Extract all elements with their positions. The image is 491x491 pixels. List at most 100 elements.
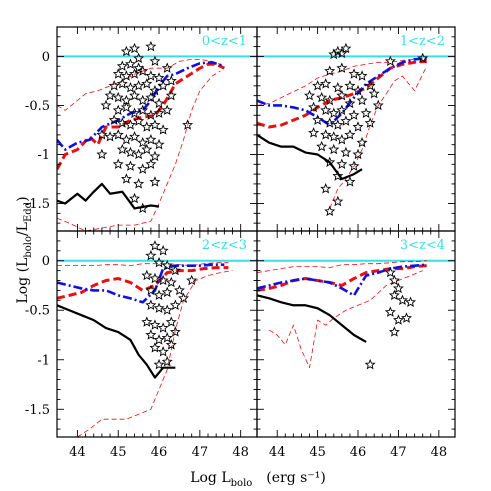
data-star <box>141 78 153 89</box>
data-star <box>137 104 149 116</box>
data-star <box>336 158 348 169</box>
y-tick-label: -1.5 <box>25 197 50 212</box>
data-star <box>332 82 344 93</box>
x-axis-title: Log Lbolo (erg s⁻¹) <box>190 470 326 489</box>
data-star <box>124 58 136 69</box>
panel-plot-area <box>57 240 257 437</box>
data-star <box>344 97 356 109</box>
data-star <box>308 127 320 138</box>
data-star <box>145 299 157 310</box>
panel-label: 2<z<3 <box>202 238 247 253</box>
data-star <box>124 119 136 130</box>
data-star <box>108 80 120 91</box>
data-star <box>149 150 161 162</box>
blue-dotdash-line <box>257 57 427 127</box>
data-star <box>96 129 108 140</box>
data-star <box>104 89 116 101</box>
data-star <box>149 342 161 353</box>
data-star <box>368 87 380 99</box>
chart-panels: 0<z<1 1<z<2 2<z<3 3<z<4 <box>56 26 456 438</box>
data-star <box>401 312 413 323</box>
red-thin-dashed-upper <box>57 262 229 267</box>
data-star <box>129 107 141 118</box>
data-star <box>324 65 336 76</box>
data-star <box>161 286 173 298</box>
data-star <box>124 160 136 171</box>
data-star <box>145 134 157 145</box>
data-star <box>388 274 400 286</box>
data-star <box>116 117 128 128</box>
data-star <box>141 316 153 327</box>
data-star <box>129 68 141 79</box>
data-star <box>149 272 161 284</box>
data-star <box>165 316 177 327</box>
data-star <box>153 97 165 109</box>
data-star <box>124 82 136 93</box>
data-star <box>312 80 324 91</box>
data-star <box>182 119 194 130</box>
panel-plot-area <box>257 42 455 217</box>
data-star <box>141 121 153 132</box>
x-axis-title-main: Log L <box>190 470 230 486</box>
data-star <box>112 104 124 116</box>
red-thin-dashed-upper <box>257 260 427 273</box>
x-tick-label: 47 <box>192 445 209 460</box>
x-tick-label: 48 <box>431 445 448 460</box>
red-thin-dashed-upper <box>57 58 221 111</box>
data-star <box>145 40 157 52</box>
data-star <box>340 115 352 126</box>
panel-1: 0<z<1 <box>56 26 258 232</box>
data-star <box>153 107 165 118</box>
y-tick-label: -1 <box>37 353 50 368</box>
data-star <box>316 91 328 103</box>
y-tick-label: -1.5 <box>25 403 50 418</box>
data-star <box>157 322 169 333</box>
data-star <box>384 306 396 317</box>
panel-label: 0<z<1 <box>202 34 247 49</box>
data-star <box>388 326 400 337</box>
panel-frame <box>256 230 456 438</box>
data-star <box>161 62 173 73</box>
data-star <box>120 173 132 184</box>
data-star <box>336 47 348 59</box>
data-star <box>133 52 145 64</box>
panel-label: 1<z<2 <box>400 34 445 49</box>
data-star <box>320 104 332 116</box>
data-star <box>316 140 328 152</box>
black-solid-line <box>57 304 176 379</box>
data-star <box>137 136 149 148</box>
data-star <box>116 78 128 89</box>
data-star <box>157 80 169 91</box>
data-star <box>356 136 368 148</box>
data-star <box>165 339 177 350</box>
data-star <box>133 115 145 126</box>
data-star <box>157 124 169 135</box>
x-tick-label: 44 <box>69 445 86 460</box>
data-star <box>356 70 368 81</box>
data-star <box>344 80 356 91</box>
data-star <box>340 146 352 158</box>
data-star <box>352 148 364 160</box>
data-star <box>145 329 157 340</box>
data-star <box>388 289 400 301</box>
data-star <box>157 346 169 357</box>
data-star <box>153 256 165 268</box>
y-axis-title-mid: /L <box>15 222 31 236</box>
data-star <box>161 259 173 271</box>
data-star <box>149 240 161 251</box>
data-star <box>320 183 332 194</box>
x-tick-label: 46 <box>350 445 367 460</box>
data-star <box>112 91 124 103</box>
y-tick-label: -0.5 <box>25 99 50 114</box>
data-star <box>173 284 185 296</box>
black-solid-line <box>257 133 363 181</box>
x-tick-label: 45 <box>309 445 326 460</box>
data-star <box>186 274 198 286</box>
data-star <box>149 84 161 96</box>
data-star <box>356 94 368 106</box>
data-star <box>332 170 344 181</box>
data-star <box>149 319 161 330</box>
data-star <box>328 131 340 142</box>
data-star <box>161 304 173 315</box>
blue-dotdash-line <box>257 263 427 297</box>
